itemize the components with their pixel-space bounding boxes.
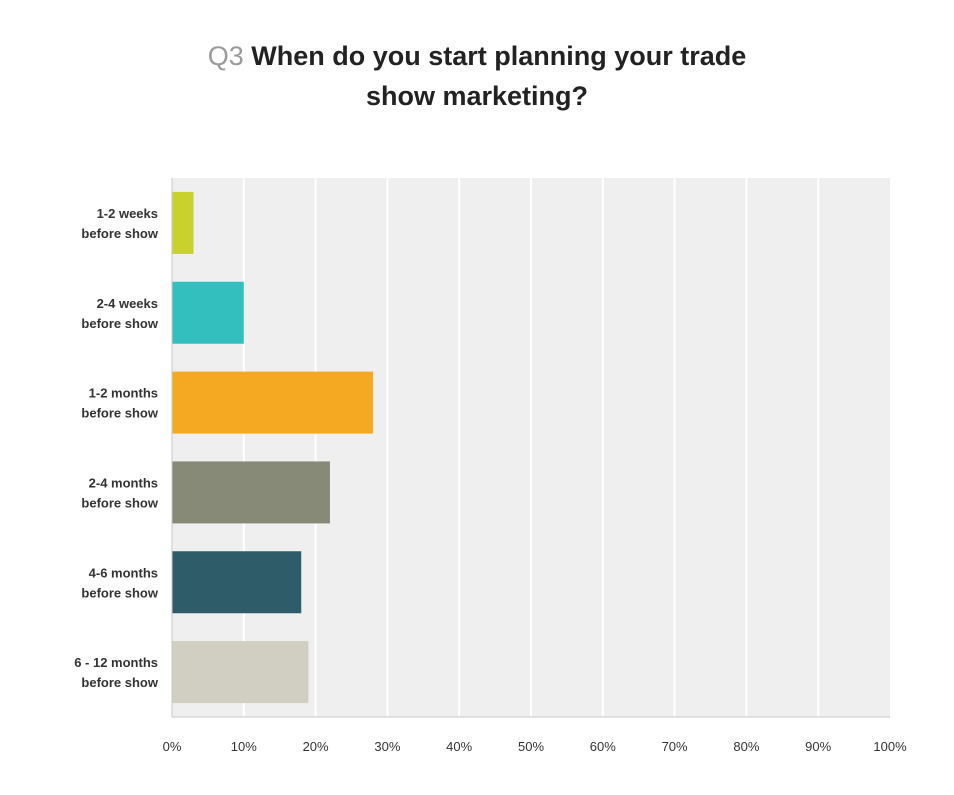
bar: [172, 281, 244, 344]
category-label: 1-2 months before show: [81, 386, 158, 421]
bar: [172, 191, 194, 254]
x-tick-label: 90%: [805, 739, 831, 754]
x-tick-label: 70%: [662, 739, 688, 754]
category-label: 6 - 12 months before show: [74, 655, 159, 690]
bar: [172, 371, 374, 434]
bar: [172, 461, 330, 524]
bars: [172, 191, 374, 704]
title-line-2: show marketing?: [365, 81, 589, 111]
x-tick-label: 30%: [374, 739, 400, 754]
category-label: 2-4 weeks before show: [81, 296, 158, 331]
category-label: 2-4 months before show: [81, 475, 158, 510]
chart-title: Q3 When do you start planning your trade…: [0, 36, 954, 116]
bar: [172, 551, 302, 614]
x-tick-label: 100%: [873, 739, 907, 754]
category-labels: 1-2 weeks before show 2-4 weeks before show…: [74, 206, 159, 690]
gridlines: [242, 178, 820, 717]
question-number: Q3: [207, 41, 244, 71]
x-tick-label: 10%: [231, 739, 257, 754]
x-tick-label: 60%: [590, 739, 616, 754]
x-tick-label: 20%: [303, 739, 329, 754]
title-line-1: When do you start planning your trade: [251, 41, 747, 71]
x-tick-label: 80%: [733, 739, 759, 754]
category-label: 1-2 weeks before show: [81, 206, 158, 241]
axis-lines: [171, 178, 890, 718]
x-tick-label: 40%: [446, 739, 472, 754]
x-tick-label: 0%: [163, 739, 182, 754]
bar: [172, 641, 309, 704]
category-label: 4-6 months before show: [81, 565, 158, 600]
x-tick-labels: 0% 10% 20% 30% 40% 50% 60% 70% 80% 90% 100%: [163, 739, 907, 754]
x-tick-label: 50%: [518, 739, 544, 754]
